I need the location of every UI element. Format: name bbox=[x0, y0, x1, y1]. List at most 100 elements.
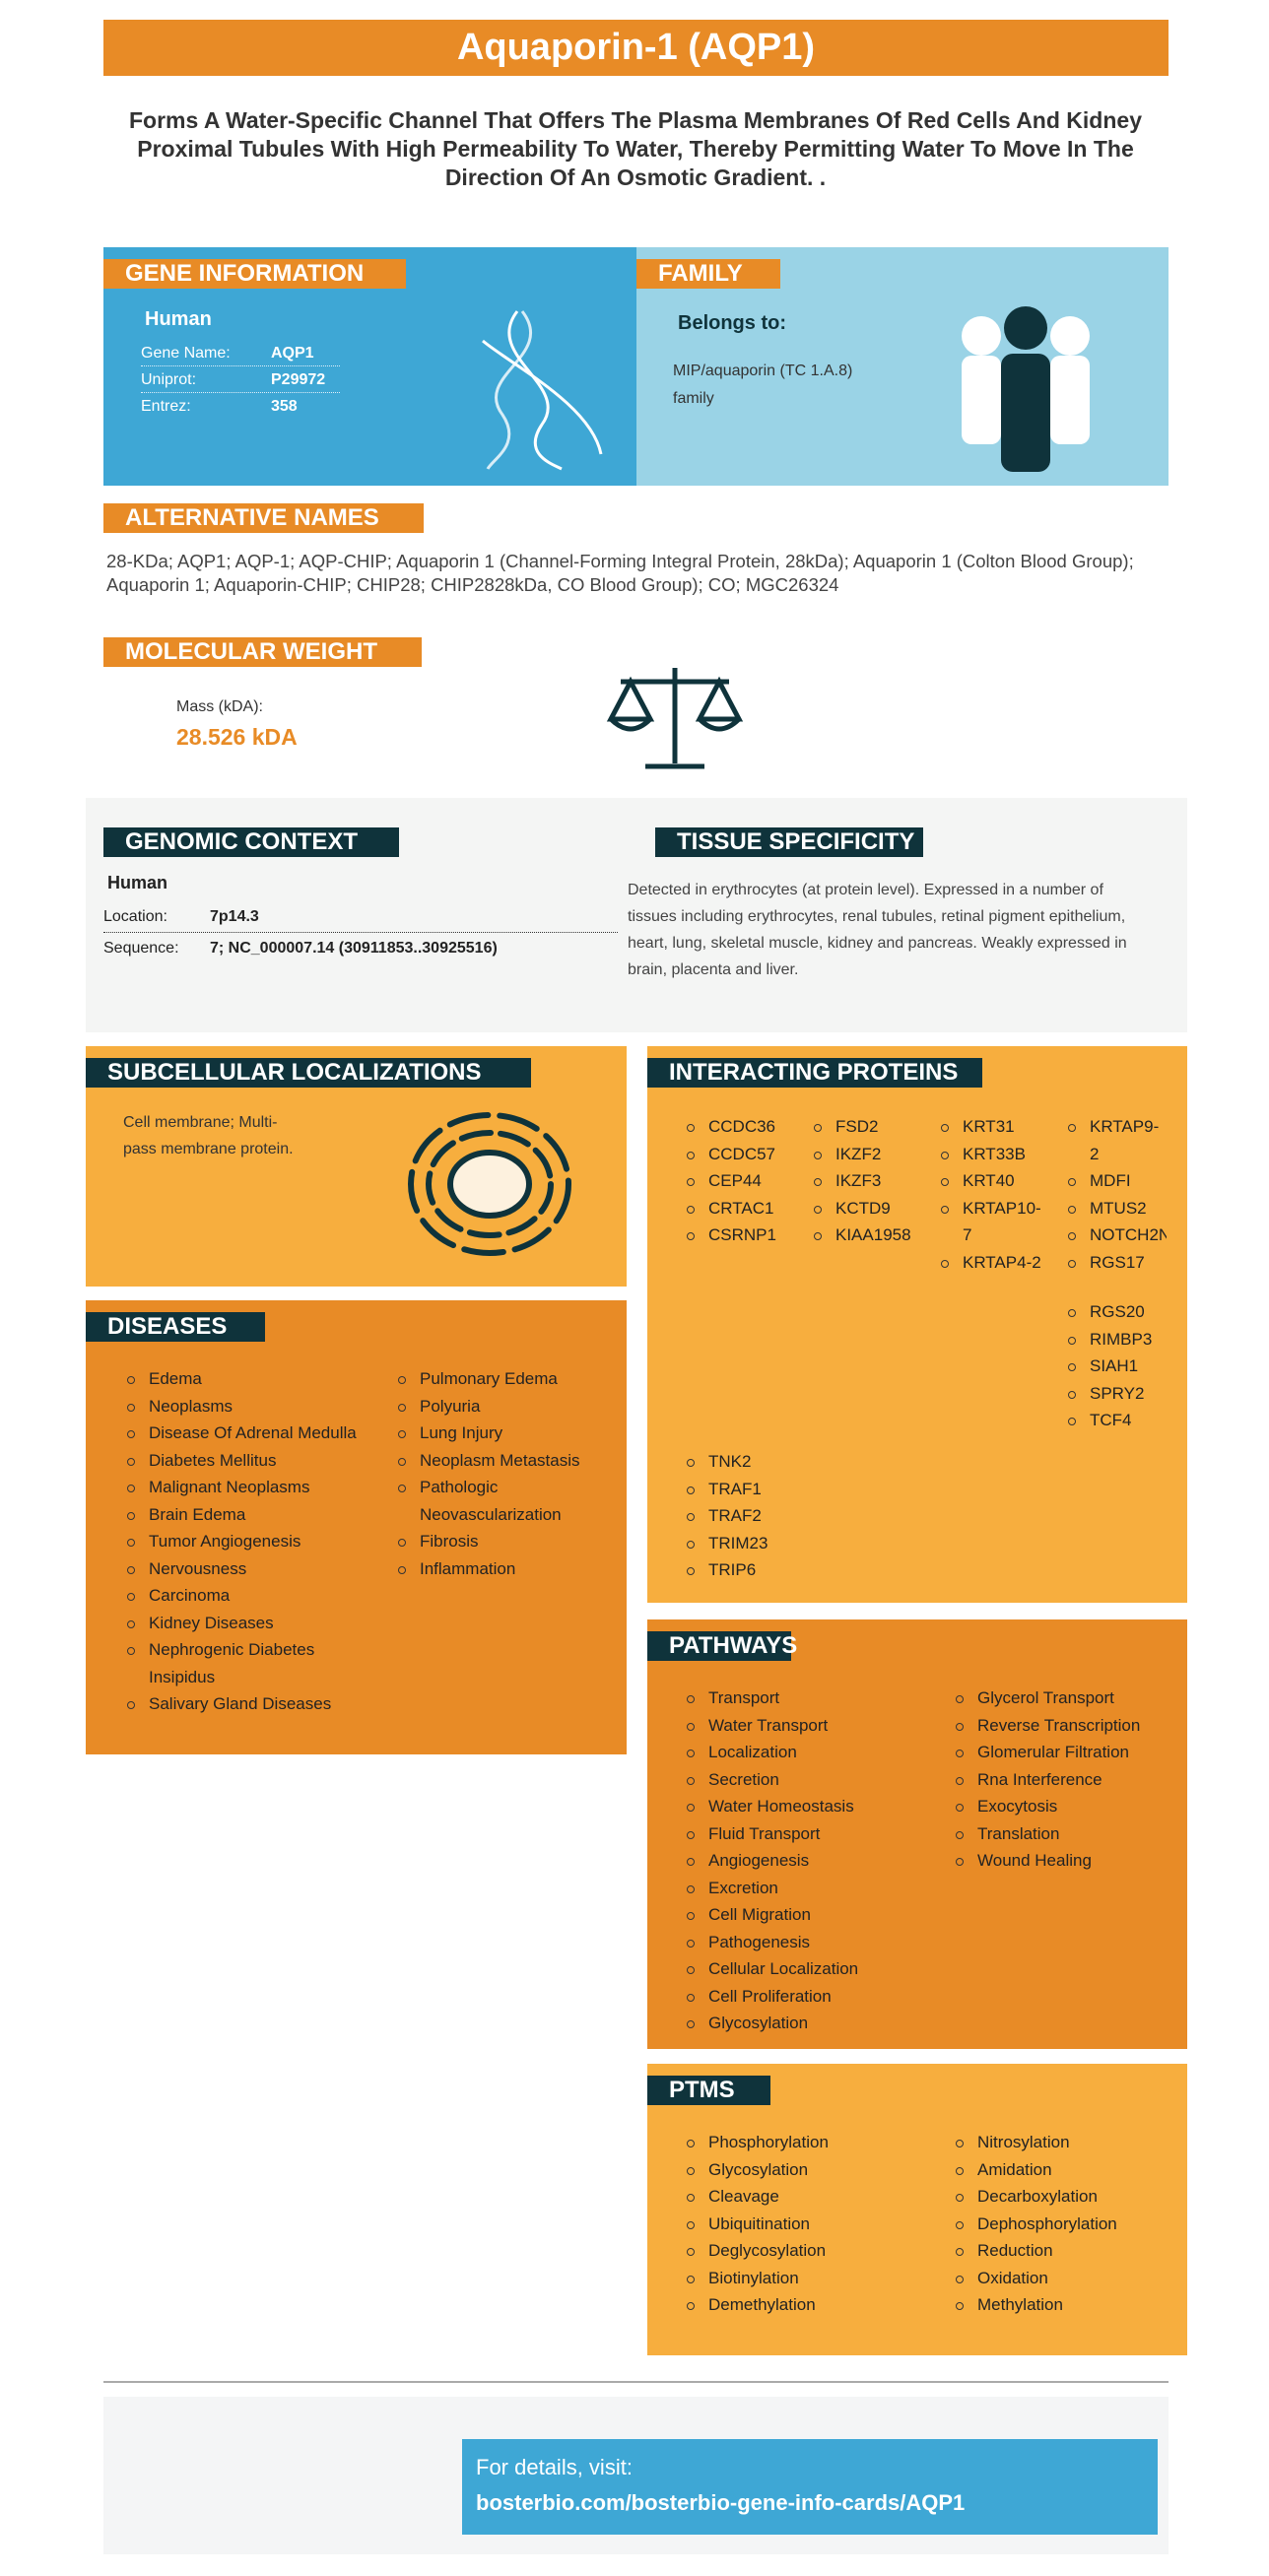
list-item: Edema bbox=[127, 1365, 373, 1393]
people-icon bbox=[962, 306, 1090, 472]
list-item: Glycosylation bbox=[687, 2156, 933, 2184]
list-item: Dephosphorylation bbox=[956, 2211, 1182, 2238]
list-item: Nephrogenic Diabetes Insipidus bbox=[127, 1636, 373, 1690]
list-item: Translation bbox=[956, 1820, 1182, 1848]
list-item: RGS17 bbox=[1068, 1249, 1167, 1277]
label: Gene Name: bbox=[141, 345, 231, 362]
list-item: RGS20 bbox=[1068, 1298, 1167, 1326]
list-item: Pathologic Neovascularization bbox=[398, 1474, 625, 1528]
list-item: SIAH1 bbox=[1068, 1353, 1167, 1380]
list-item: CEP44 bbox=[687, 1167, 805, 1195]
list-item: KRTAP4-2 bbox=[941, 1249, 1045, 1277]
subcellular-section: SUBCELLULAR LOCALIZATIONS Cell membrane;… bbox=[86, 1046, 627, 1287]
section-header: PATHWAYS bbox=[647, 1631, 797, 1661]
page-subtitle: Forms A Water-Specific Channel That Offe… bbox=[129, 107, 1142, 190]
list-item: Fluid Transport bbox=[687, 1820, 933, 1848]
genomic-table: Location: 7p14.3 Sequence: 7; NC_000007.14… bbox=[103, 901, 618, 964]
list-item: KCTD9 bbox=[814, 1195, 932, 1222]
value: P29972 bbox=[271, 371, 326, 388]
cell-membrane-icon bbox=[408, 1112, 571, 1256]
label: Location: bbox=[103, 908, 167, 925]
list-item: Methylation bbox=[956, 2291, 1182, 2319]
dna-icon bbox=[482, 310, 603, 471]
list-item: Water Transport bbox=[687, 1712, 933, 1740]
list-item: Pulmonary Edema bbox=[398, 1365, 625, 1393]
list-item: KRT33B bbox=[941, 1141, 1045, 1168]
species: Human bbox=[145, 308, 212, 330]
label: Uniprot: bbox=[141, 371, 197, 388]
list-item: Cellular Localization bbox=[687, 1955, 933, 1983]
list-item: Glycerol Transport bbox=[956, 1684, 1182, 1712]
list-item: Water Homeostasis bbox=[687, 1793, 933, 1820]
list-item: Amidation bbox=[956, 2156, 1182, 2184]
mass-label: Mass (kDA): bbox=[176, 698, 263, 715]
list-item: Diabetes Mellitus bbox=[127, 1447, 373, 1475]
page-title: Aquaporin-1 (AQP1) bbox=[103, 20, 1169, 76]
list-item: Neoplasms bbox=[127, 1393, 373, 1420]
alternative-names-text: 28-KDa; AQP1; AQP-1; AQP-CHIP; Aquaporin… bbox=[106, 551, 1134, 595]
list-item: TRAF2 bbox=[687, 1502, 805, 1530]
list-item: Polyuria bbox=[398, 1393, 625, 1420]
list-item: TRAF1 bbox=[687, 1476, 805, 1503]
diseases-list: Edema Neoplasms Disease Of Adrenal Medulla… bbox=[127, 1365, 373, 1718]
ptms-list: Nitrosylation Amidation Decarboxylation Dep… bbox=[956, 2129, 1182, 2319]
list-item: Cleavage bbox=[687, 2183, 933, 2211]
list-item: Lung Injury bbox=[398, 1420, 625, 1447]
list-item: TCF4 bbox=[1068, 1407, 1167, 1434]
belongs-to-label: Belongs to: bbox=[678, 312, 786, 334]
list-item: Neoplasm Metastasis bbox=[398, 1447, 625, 1475]
list-item: MTUS2 bbox=[1068, 1195, 1167, 1222]
list-item: KRTAP9-2 bbox=[1068, 1113, 1167, 1167]
diseases-list: Pulmonary Edema Polyuria Lung Injury Neopla… bbox=[398, 1365, 625, 1582]
list-item: Decarboxylation bbox=[956, 2183, 1182, 2211]
list-item: Cell Proliferation bbox=[687, 1983, 933, 2011]
value: AQP1 bbox=[271, 345, 314, 362]
list-item: Kidney Diseases bbox=[127, 1610, 373, 1637]
list-item: TRIM23 bbox=[687, 1530, 805, 1557]
molecular-weight-header: MOLECULAR WEIGHT bbox=[103, 637, 422, 667]
genomic-tissue-section: GENOMIC CONTEXT Human Location: 7p14.3 Se… bbox=[86, 798, 1187, 1032]
label: Entrez: bbox=[141, 398, 191, 415]
list-item: Secretion bbox=[687, 1766, 933, 1794]
pathways-list: Transport Water Transport Localization Secr… bbox=[687, 1684, 933, 2037]
ptms-section: PTMS Phosphorylation Glycosylation Cleavag… bbox=[647, 2064, 1187, 2355]
list-item: KRT31 bbox=[941, 1113, 1045, 1141]
ptms-list: Phosphorylation Glycosylation Cleavage Ubiq… bbox=[687, 2129, 933, 2319]
section-header: PTMS bbox=[647, 2076, 770, 2105]
list-item: Reduction bbox=[956, 2237, 1182, 2265]
pathways-section: PATHWAYS Transport Water Transport Localiz… bbox=[647, 1619, 1187, 2049]
list-item: CCDC57 bbox=[687, 1141, 805, 1168]
list-item: Pathogenesis bbox=[687, 1929, 933, 1956]
details-link[interactable]: bosterbio.com/bosterbio-gene-info-cards/… bbox=[476, 2490, 966, 2515]
list-item: Carcinoma bbox=[127, 1582, 373, 1610]
mass-value: 28.526 kDA bbox=[176, 724, 298, 750]
diseases-section: DISEASES Edema Neoplasms Disease Of Adrena… bbox=[86, 1300, 627, 1754]
subcellular-text: Cell membrane; Multi-pass membrane prote… bbox=[123, 1114, 294, 1157]
list-item: TNK2 bbox=[687, 1448, 805, 1476]
section-header: DISEASES bbox=[86, 1312, 265, 1342]
list-item: Transport bbox=[687, 1684, 933, 1712]
list-item: SPRY2 bbox=[1068, 1380, 1167, 1408]
list-item: Cell Migration bbox=[687, 1901, 933, 1929]
list-item: Disease Of Adrenal Medulla bbox=[127, 1420, 373, 1447]
section-header: FAMILY bbox=[636, 259, 780, 289]
tissue-text: Detected in erythrocytes (at protein lev… bbox=[628, 882, 1127, 978]
list-item: Tumor Angiogenesis bbox=[127, 1528, 373, 1555]
list-item: IKZF3 bbox=[814, 1167, 932, 1195]
footer: For details, visit: bosterbio.com/boster… bbox=[103, 2397, 1169, 2554]
proteins-list: FSD2 IKZF2 IKZF3 KCTD9 KIAA1958 bbox=[814, 1113, 932, 1249]
list-item: Nitrosylation bbox=[956, 2129, 1182, 2156]
alternative-names-header: ALTERNATIVE NAMES bbox=[103, 503, 424, 533]
list-item: Phosphorylation bbox=[687, 2129, 933, 2156]
details-box: For details, visit: bosterbio.com/boster… bbox=[462, 2439, 1158, 2535]
family-section: FAMILY Belongs to: MIP/aquaporin (TC 1.A… bbox=[636, 247, 1169, 486]
list-item: RIMBP3 bbox=[1068, 1326, 1167, 1354]
proteins-list: CCDC36 CCDC57 CEP44 CRTAC1 CSRNP1 bbox=[687, 1113, 805, 1249]
list-item: Exocytosis bbox=[956, 1793, 1182, 1820]
species: Human bbox=[107, 873, 168, 892]
list-item: TRIP6 bbox=[687, 1556, 805, 1584]
list-item: Excretion bbox=[687, 1875, 933, 1902]
list-item: Glomerular Filtration bbox=[956, 1739, 1182, 1766]
proteins-list: KRTAP9-2MDFIMTUS2NOTCH2NLRGS17 bbox=[1068, 1113, 1167, 1276]
list-item: CRTAC1 bbox=[687, 1195, 805, 1222]
